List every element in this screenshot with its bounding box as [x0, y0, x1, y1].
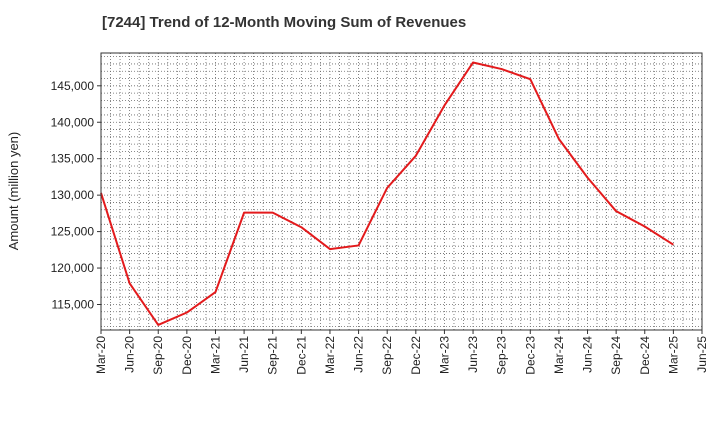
x-tick-label: Sep-24	[609, 336, 623, 375]
x-tick-label: Sep-22	[380, 336, 394, 375]
x-tick-label: Jun-24	[581, 336, 595, 373]
x-tick-label: Jun-23	[466, 336, 480, 373]
x-tick-label: Sep-23	[495, 336, 509, 375]
y-axis-label: Amount (million yen)	[6, 132, 21, 251]
x-tick-label: Dec-22	[409, 336, 423, 375]
x-tick-label: Mar-23	[437, 336, 451, 374]
x-tick-label: Mar-24	[552, 336, 566, 374]
x-tick-label: Mar-25	[666, 336, 680, 374]
x-tick-label: Jun-20	[123, 336, 137, 373]
y-tick-labels: 115,000 120,000 125,000 130,000 135,000 140,0…	[51, 79, 101, 311]
x-tick-label: Jun-25	[695, 336, 709, 373]
x-tick-label: Dec-20	[180, 336, 194, 375]
x-tick-label: Mar-21	[208, 336, 222, 374]
x-tick-label: Dec-21	[294, 336, 308, 375]
x-tick-label: Jun-21	[237, 336, 251, 373]
plot-frame	[100, 52, 703, 331]
y-tick-label: 145,000	[51, 79, 95, 93]
x-tick-label: Jun-22	[352, 336, 366, 373]
y-tick-label: 125,000	[51, 225, 95, 239]
x-tick-label: Dec-23	[523, 336, 537, 375]
chart-title: [7244] Trend of 12-Month Moving Sum of R…	[102, 14, 467, 31]
y-tick-label: 135,000	[51, 152, 95, 166]
y-tick-label: 140,000	[51, 115, 95, 129]
y-tick-label: 120,000	[51, 261, 95, 275]
y-tick-label: 130,000	[51, 188, 95, 202]
grid-lines	[101, 53, 702, 330]
y-tick-label: 115,000	[52, 297, 95, 311]
x-tick-label: Dec-24	[638, 336, 652, 375]
x-tick-label: Sep-20	[151, 336, 165, 375]
x-tick-labels: Mar-20 Jun-20 Sep-20 Dec-20 Mar-21 Jun-21 Sep-…	[94, 330, 709, 375]
x-tick-label: Sep-21	[266, 336, 280, 375]
series-layer	[100, 61, 674, 326]
x-tick-label: Mar-22	[323, 336, 337, 374]
x-tick-label: Mar-20	[94, 336, 108, 374]
